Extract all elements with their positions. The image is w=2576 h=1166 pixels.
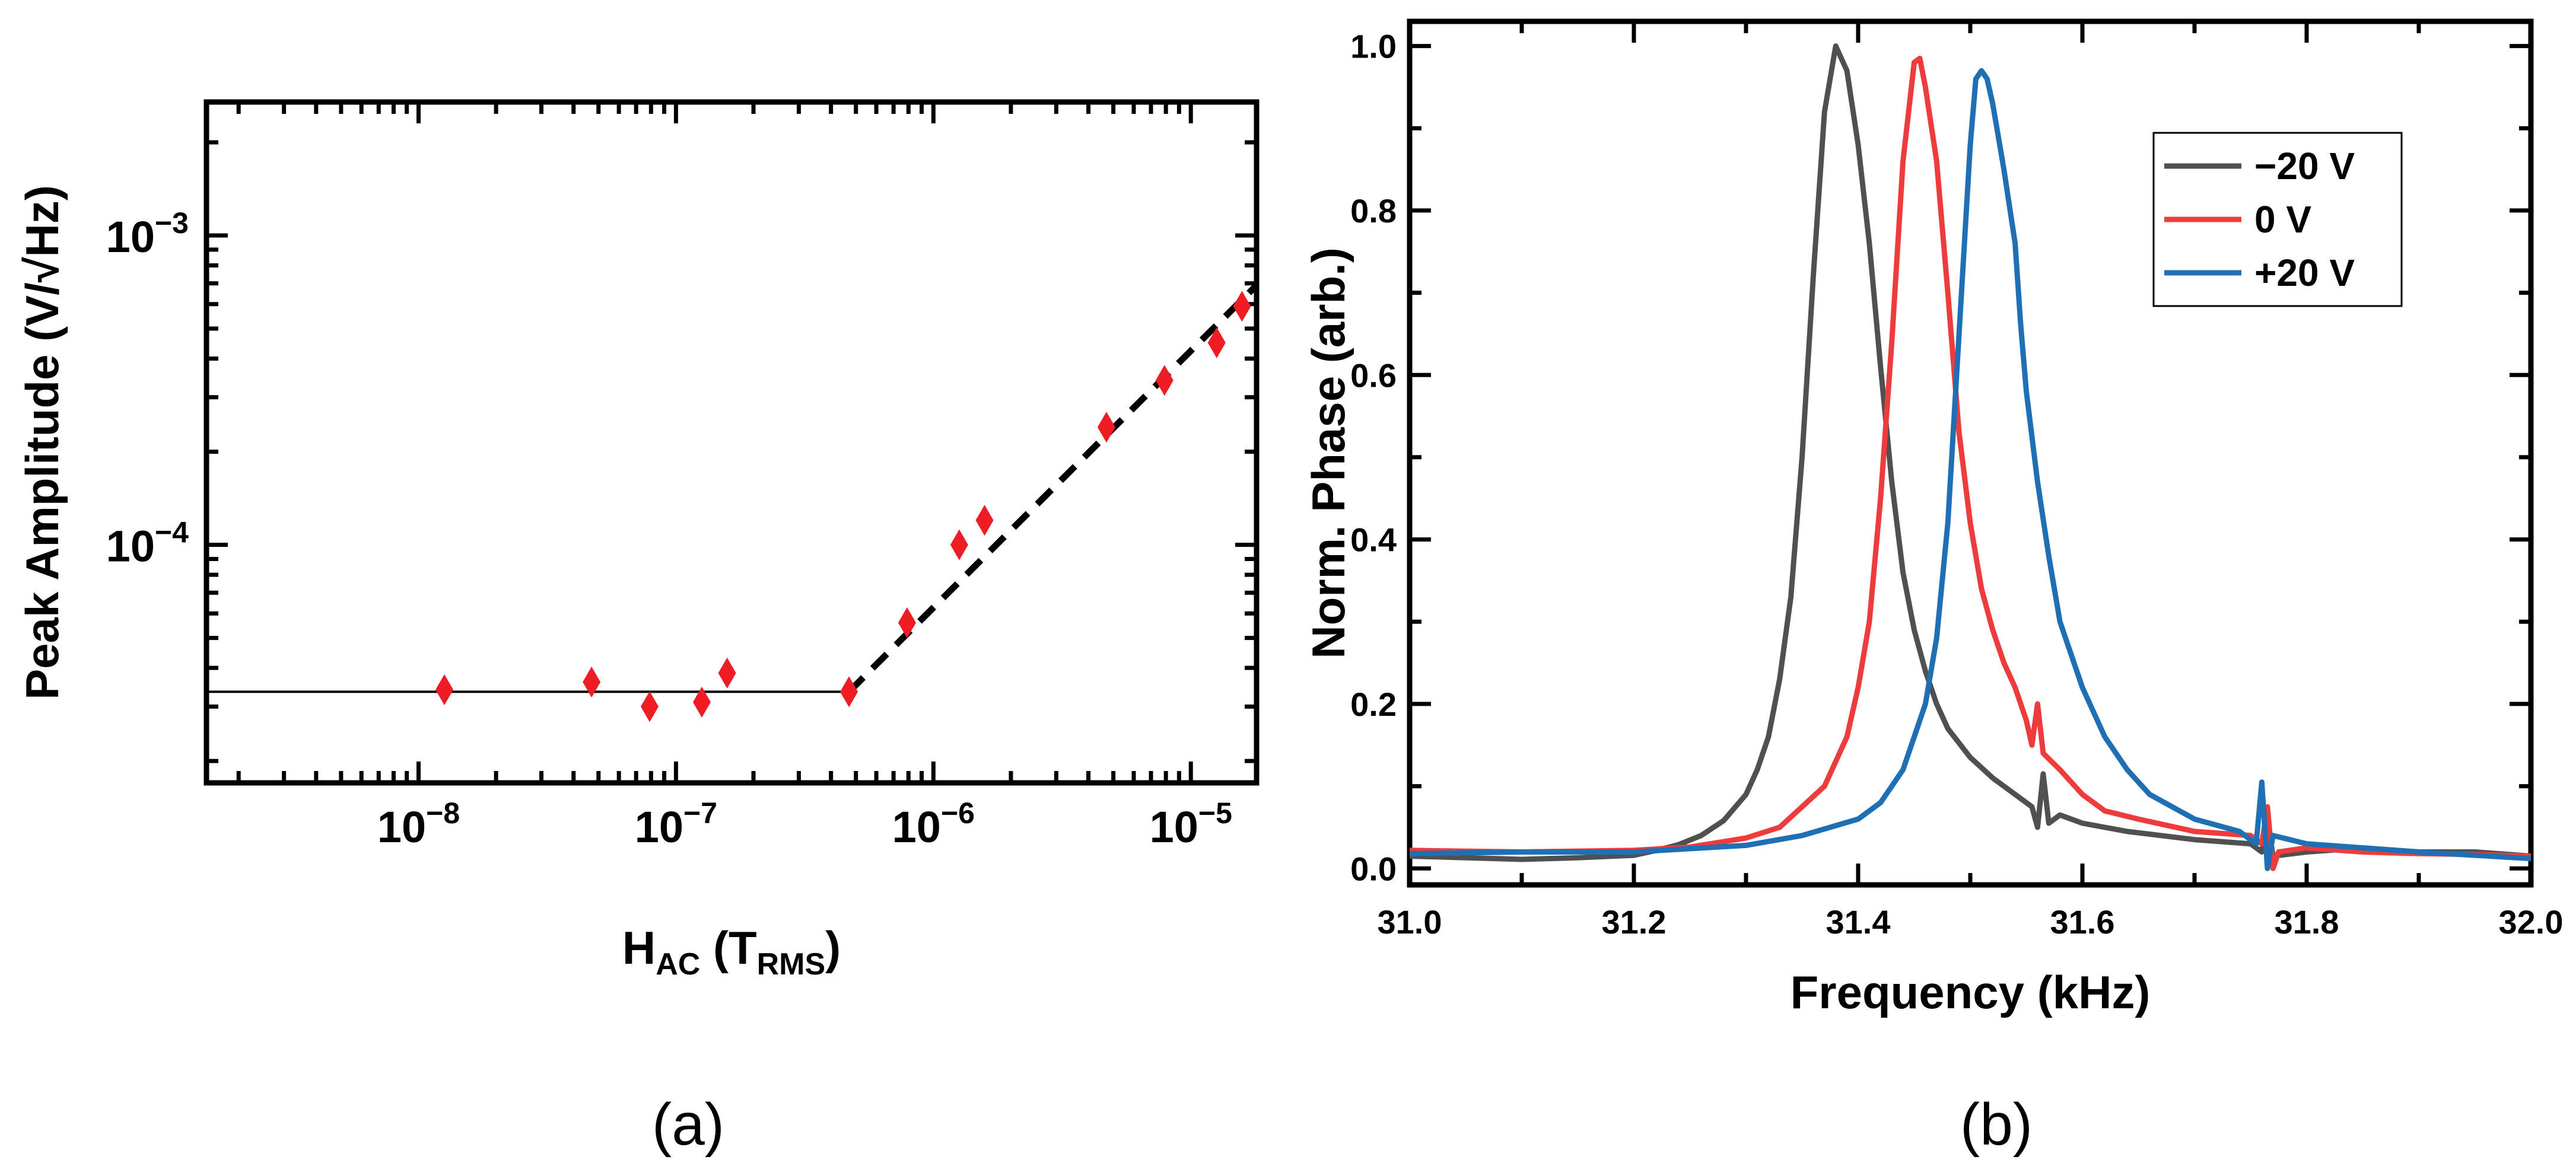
x-tick-label: 10−5 bbox=[1150, 797, 1232, 852]
data-point-marker bbox=[640, 691, 659, 722]
series-line-1 bbox=[1409, 55, 2532, 871]
panel-b-series-lines bbox=[1409, 43, 2532, 871]
y-tick-label: 0.6 bbox=[1350, 356, 1397, 394]
x-tick-label: 10−7 bbox=[635, 797, 717, 852]
panel-a-ticks bbox=[206, 102, 1257, 783]
panel-b-y-tick-labels: 0.0 0.2 0.4 0.6 0.8 1.0 bbox=[1350, 28, 1397, 888]
data-point-marker bbox=[898, 607, 916, 638]
data-point-marker bbox=[692, 686, 711, 718]
x-tick-label: 31.0 bbox=[1378, 903, 1442, 941]
series-line-0 bbox=[1409, 43, 2532, 862]
y-tick-label: 0.8 bbox=[1350, 192, 1397, 230]
y-tick-label: 0.0 bbox=[1350, 850, 1397, 887]
data-point-marker bbox=[435, 674, 454, 705]
panel-b-x-tick-labels: 31.0 31.2 31.4 31.6 31.8 32.0 bbox=[1378, 903, 2564, 941]
x-tick-label: 10−8 bbox=[377, 797, 460, 852]
panel-a-fit-lines bbox=[206, 283, 1259, 694]
panel-b-chart: 31.0 31.2 31.4 31.6 31.8 32.0 0.0 0.2 0.4 0.6 0.8… bbox=[1302, 18, 2564, 1158]
y-tick-label: 10−3 bbox=[106, 206, 189, 262]
linear-fit-line bbox=[847, 283, 1259, 694]
y-tick-label: 10−4 bbox=[106, 516, 189, 571]
data-point-marker bbox=[718, 657, 736, 689]
data-point-marker bbox=[840, 676, 858, 708]
x-tick-label: 31.8 bbox=[2275, 903, 2339, 941]
x-tick-label: 31.2 bbox=[1602, 903, 1667, 941]
panel-a-plot-frame bbox=[203, 99, 1260, 786]
data-point-marker bbox=[975, 505, 994, 536]
panel-b-legend: −20 V 0 V +20 V bbox=[2152, 132, 2403, 307]
data-point-marker bbox=[1155, 365, 1173, 396]
panel-a-chart: 10−8 10−7 10−6 10−5 10−4 10−3 HAC (TRMS) Pea… bbox=[16, 99, 1260, 1158]
y-tick-label: 0.4 bbox=[1350, 521, 1397, 559]
x-tick-label: 31.6 bbox=[2050, 903, 2115, 941]
panel-b-x-axis-label: Frequency (kHz) bbox=[1791, 966, 2151, 1018]
panel-a-y-axis-label: Peak Amplitude (V/√Hz) bbox=[16, 185, 68, 700]
legend-label-0: −20 V bbox=[2254, 145, 2355, 187]
x-tick-label: 32.0 bbox=[2499, 903, 2564, 941]
legend-label-1: 0 V bbox=[2254, 198, 2311, 241]
legend-label-2: +20 V bbox=[2254, 251, 2355, 294]
x-tick-label: 31.4 bbox=[1826, 903, 1891, 941]
panel-a-x-tick-labels: 10−8 10−7 10−6 10−5 bbox=[377, 797, 1232, 852]
panel-b-caption: (b) bbox=[1960, 1091, 2033, 1158]
y-tick-label: 0.2 bbox=[1350, 686, 1397, 723]
y-tick-label: 1.0 bbox=[1350, 28, 1397, 65]
series-line-2 bbox=[1409, 68, 2532, 871]
x-tick-label: 10−6 bbox=[892, 797, 975, 852]
panel-a-data-points bbox=[435, 291, 1251, 722]
panel-b-y-axis-label: Norm. Phase (arb.) bbox=[1302, 247, 1354, 659]
data-point-marker bbox=[1233, 291, 1251, 322]
data-point-marker bbox=[583, 667, 601, 698]
panel-a-y-tick-labels: 10−4 10−3 bbox=[106, 206, 189, 571]
data-point-marker bbox=[1097, 412, 1115, 443]
panel-a-caption: (a) bbox=[652, 1091, 724, 1158]
data-point-marker bbox=[950, 529, 968, 560]
panel-a-x-axis-label: HAC (TRMS) bbox=[622, 922, 841, 982]
panel-b-ticks bbox=[1407, 21, 2533, 885]
data-point-marker bbox=[1207, 327, 1226, 358]
